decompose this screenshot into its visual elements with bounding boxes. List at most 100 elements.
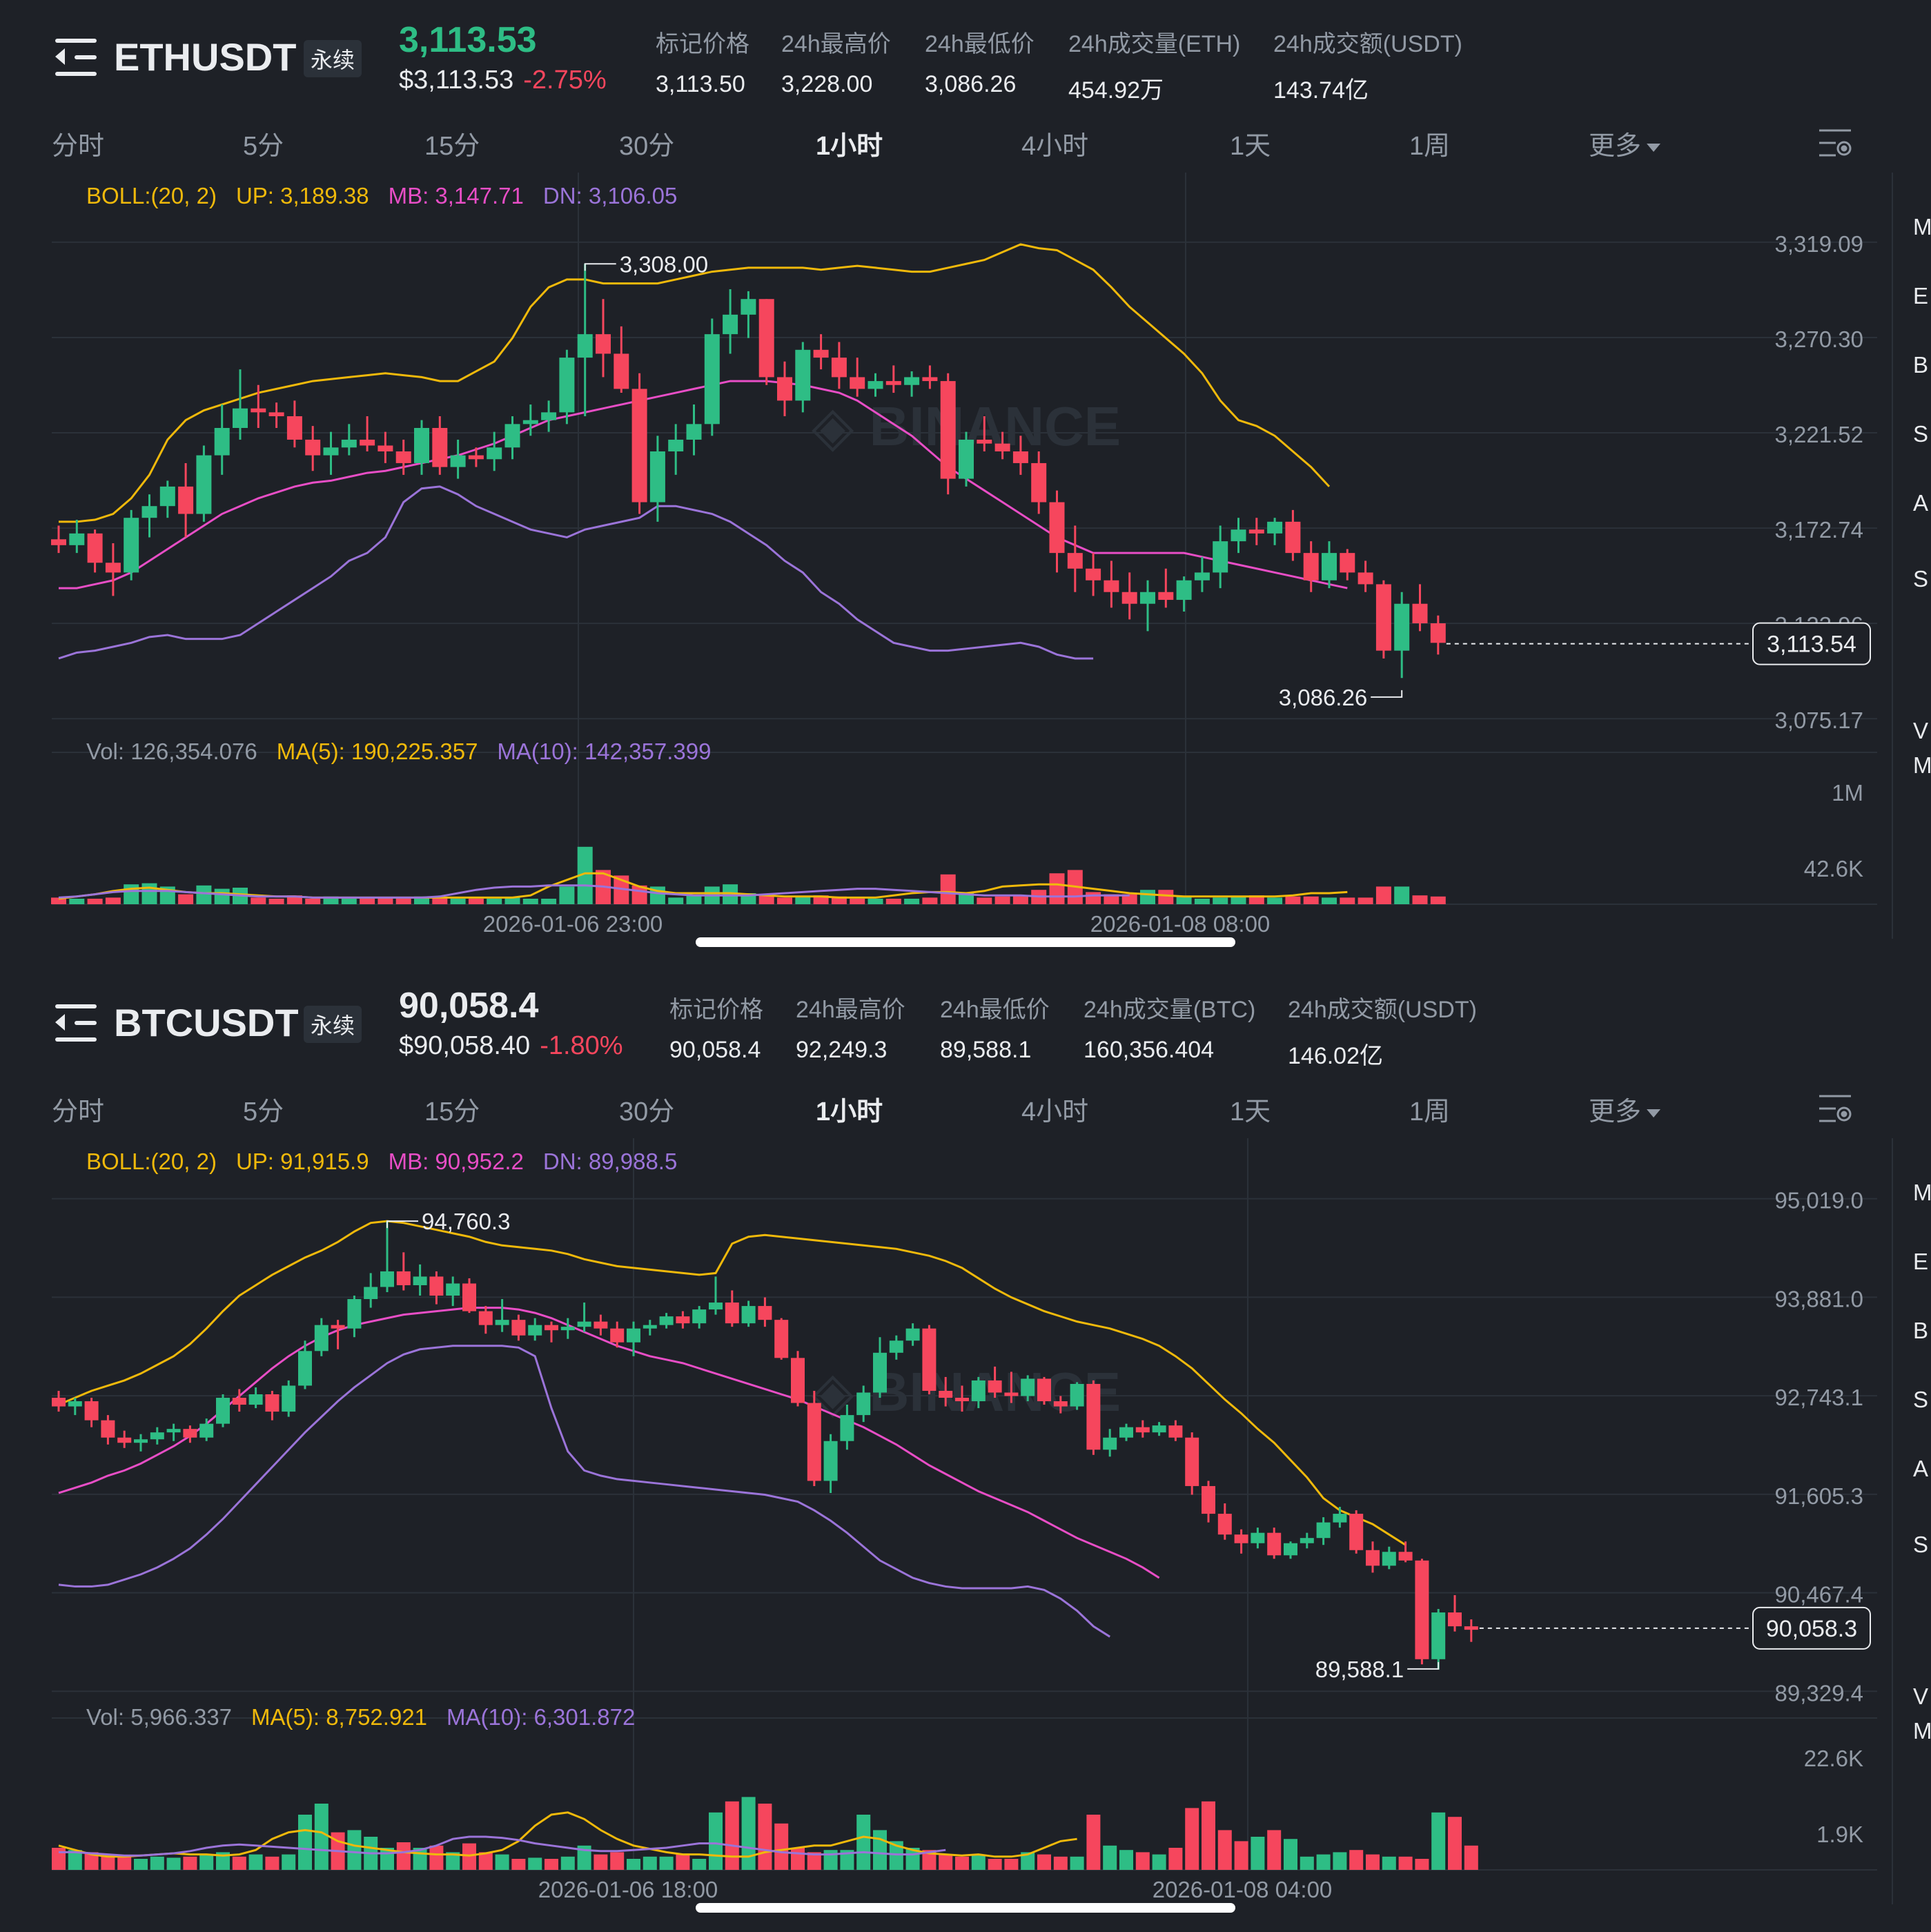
x-tick-label: 2026-01-06 23:00 <box>483 911 663 937</box>
tab-30m[interactable]: 30分 <box>619 132 675 161</box>
volume-bar <box>873 1830 887 1870</box>
candle-body <box>360 439 375 446</box>
candle-body <box>341 439 357 448</box>
chart-settings-icon[interactable] <box>1819 1093 1852 1124</box>
volume-ma10-line <box>59 1835 946 1857</box>
candle-body <box>1185 1437 1199 1486</box>
boll-legend-item: BOLL:(20, 2) <box>86 183 217 208</box>
volume-bar <box>414 896 429 904</box>
tab-more[interactable]: 更多 <box>1589 1090 1661 1128</box>
candle-body <box>1021 1378 1035 1396</box>
current-price-box <box>1752 1606 1871 1650</box>
volume-bar <box>1053 1856 1068 1870</box>
candle-body <box>1267 521 1283 534</box>
tab-15m[interactable]: 15分 <box>424 132 480 161</box>
candle-body <box>1103 1437 1117 1450</box>
volume-bar <box>1398 1856 1413 1870</box>
tab-timeline[interactable]: 分时 <box>52 132 105 161</box>
volume-bar <box>1119 1850 1133 1870</box>
stat-value: 92,249.3 <box>796 1037 888 1063</box>
symbol-name[interactable]: ETHUSDT <box>114 35 297 79</box>
candle-body <box>199 1423 214 1438</box>
volume-bar <box>577 1845 591 1870</box>
volume-ma5-line <box>58 1811 1077 1858</box>
volume-bar <box>758 1804 772 1870</box>
chart-scrollbar[interactable] <box>696 937 1235 947</box>
tab-timeline[interactable]: 分时 <box>52 1097 105 1126</box>
candle-body <box>1448 1612 1462 1627</box>
volume-bar <box>795 896 811 904</box>
tab-1d[interactable]: 1天 <box>1230 132 1271 161</box>
volume-bar <box>939 1854 953 1870</box>
candle-body <box>791 1358 805 1403</box>
side-panel-item: M <box>1913 752 1931 778</box>
tab-30m[interactable]: 30分 <box>619 1097 675 1126</box>
boll-legend-item: UP: 3,189.38 <box>236 183 369 208</box>
last-price: 3,113.53 <box>399 20 537 60</box>
candle-body <box>347 1299 362 1329</box>
candle-body <box>331 1325 345 1329</box>
high-marker-line <box>386 1220 418 1229</box>
candle-body <box>395 451 411 463</box>
volume-bar <box>183 1856 197 1870</box>
candle-body <box>495 1320 509 1325</box>
tab-4h[interactable]: 4小时 <box>1021 1097 1089 1126</box>
candle-body <box>868 381 883 389</box>
stat-label: 标记价格 <box>669 997 763 1023</box>
candle-body <box>813 349 829 358</box>
volume-bar <box>577 846 593 904</box>
tab-more-label: 更多 <box>1589 132 1642 161</box>
tab-4h[interactable]: 4小时 <box>1021 132 1089 161</box>
volume-bar <box>977 897 992 904</box>
tab-5m[interactable]: 5分 <box>243 132 284 161</box>
candle-body <box>248 1394 263 1405</box>
tab-1w[interactable]: 1周 <box>1409 1097 1451 1126</box>
stat-label: 24h成交额(USDT) <box>1288 997 1477 1023</box>
candle-body <box>450 455 466 467</box>
tab-1h[interactable]: 1小时 <box>816 132 883 161</box>
volume-bar <box>232 1856 246 1870</box>
candle-body <box>1234 1534 1248 1543</box>
candle-body <box>1012 451 1028 463</box>
side-panel-item: M <box>1913 1718 1931 1744</box>
volume-bar <box>52 1848 66 1870</box>
candle-body <box>1070 1383 1084 1407</box>
candle-body <box>850 377 865 389</box>
tab-1w[interactable]: 1周 <box>1409 132 1451 161</box>
volume-bar <box>1357 897 1373 904</box>
volume-bar <box>1086 1815 1101 1870</box>
candle-body <box>1430 623 1446 643</box>
menu-icon[interactable] <box>55 39 97 76</box>
candle-body <box>159 486 175 507</box>
tab-1h[interactable]: 1小时 <box>816 1097 883 1126</box>
candle-body <box>511 1320 526 1336</box>
candle-body <box>196 455 212 514</box>
price-tick-label: 3,075.17 <box>1775 708 1863 733</box>
volume-bar <box>868 899 883 904</box>
price-tick-label: 92,743.1 <box>1775 1385 1863 1410</box>
stat-value: 89,588.1 <box>940 1037 1032 1063</box>
btc-kline-chart[interactable]: 95,019.0 93,881.0 92,743.1 91,605.3 90,467.4… <box>0 1138 1931 1904</box>
tab-5m[interactable]: 5分 <box>243 1097 284 1126</box>
tab-more[interactable]: 更多 <box>1589 124 1661 162</box>
volume-legend-item: Vol: 5,966.337 <box>86 1704 232 1730</box>
candle-body <box>478 1311 493 1325</box>
volume-bar <box>850 899 865 904</box>
menu-icon[interactable] <box>55 1004 97 1042</box>
boll-legend-item: MB: 90,952.2 <box>389 1149 524 1174</box>
candle-body <box>1267 1532 1282 1556</box>
candle-body <box>545 1325 558 1331</box>
candle-body <box>446 1283 460 1296</box>
volume-bar <box>1284 1839 1297 1870</box>
chart-scrollbar[interactable] <box>696 1903 1235 1913</box>
candle-body <box>68 1401 82 1407</box>
candle-body <box>1037 1378 1051 1402</box>
tab-15m[interactable]: 15分 <box>424 1097 480 1126</box>
eth-kline-chart[interactable]: 3,319.093,270.303,221.523,172.743,123.96… <box>0 173 1931 939</box>
boll-upper-line <box>59 243 1331 523</box>
symbol-name[interactable]: BTCUSDT <box>114 1001 299 1044</box>
boll-legend-item: MB: 3,147.71 <box>389 183 524 208</box>
tab-1d[interactable]: 1天 <box>1230 1097 1271 1126</box>
chart-settings-icon[interactable] <box>1819 128 1852 158</box>
candle-body <box>988 1380 1002 1393</box>
